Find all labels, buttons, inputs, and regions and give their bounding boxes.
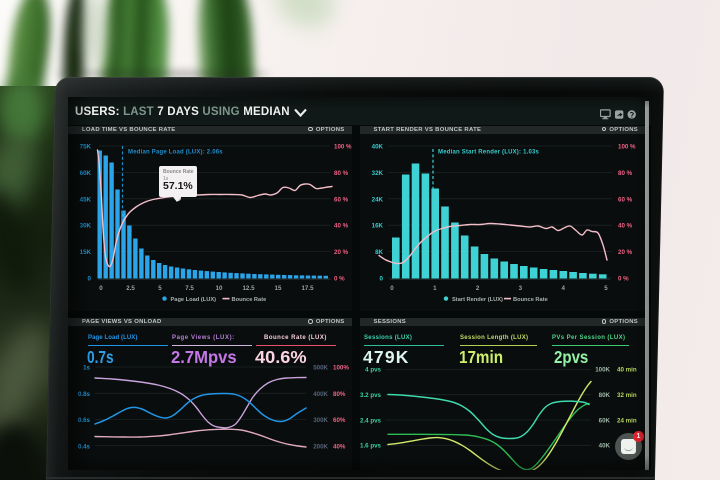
svg-text:4 pvs: 4 pvs xyxy=(365,367,381,374)
svg-text:75K: 75K xyxy=(80,144,92,151)
svg-text:40K: 40K xyxy=(599,443,611,450)
svg-text:15K: 15K xyxy=(80,249,92,256)
svg-text:4: 4 xyxy=(561,285,565,292)
svg-text:40K: 40K xyxy=(372,144,384,151)
svg-text:24 min: 24 min xyxy=(617,417,637,424)
svg-text:100%: 100% xyxy=(333,365,349,372)
svg-text:32K: 32K xyxy=(372,170,384,177)
svg-text:1.6 pvs: 1.6 pvs xyxy=(360,443,382,450)
svg-text:5: 5 xyxy=(604,285,608,292)
svg-text:Bounce Rate: Bounce Rate xyxy=(232,297,267,303)
svg-text:Page Load (LUX): Page Load (LUX) xyxy=(171,297,217,303)
svg-text:200K: 200K xyxy=(313,443,328,450)
svg-text:20 %: 20 % xyxy=(618,249,633,256)
svg-text:0: 0 xyxy=(99,285,103,292)
svg-text:0: 0 xyxy=(88,276,92,283)
svg-text:2.4 pvs: 2.4 pvs xyxy=(360,417,382,424)
svg-text:1: 1 xyxy=(433,285,437,292)
svg-text:10: 10 xyxy=(216,285,223,292)
svg-text:45K: 45K xyxy=(80,196,92,203)
svg-text:60K: 60K xyxy=(599,417,611,424)
svg-text:80 %: 80 % xyxy=(618,170,633,177)
svg-text:2: 2 xyxy=(476,285,480,292)
svg-text:60 %: 60 % xyxy=(618,196,633,203)
svg-text:12.5: 12.5 xyxy=(242,285,255,292)
svg-text:Start Render (LUX): Start Render (LUX) xyxy=(452,297,503,303)
svg-text:5: 5 xyxy=(158,285,162,292)
svg-text:24K: 24K xyxy=(372,196,384,203)
svg-text:60K: 60K xyxy=(80,170,92,177)
svg-text:400K: 400K xyxy=(313,391,328,398)
svg-text:1s: 1s xyxy=(83,365,90,372)
svg-text:16K: 16K xyxy=(372,223,384,230)
svg-text:60%: 60% xyxy=(333,417,346,424)
svg-text:80 %: 80 % xyxy=(334,170,349,177)
svg-text:100 %: 100 % xyxy=(618,144,636,151)
svg-text:30K: 30K xyxy=(80,223,92,230)
svg-text:7.5: 7.5 xyxy=(185,285,194,292)
svg-text:0.4s: 0.4s xyxy=(78,443,91,450)
svg-text:80K: 80K xyxy=(599,392,611,399)
svg-text:100 %: 100 % xyxy=(334,144,352,151)
svg-text:20 %: 20 % xyxy=(334,249,349,256)
svg-text:100K: 100K xyxy=(595,367,610,374)
svg-text:40 min: 40 min xyxy=(617,367,637,374)
svg-text:60 %: 60 % xyxy=(334,196,349,203)
svg-text:80%: 80% xyxy=(333,391,346,398)
svg-text:0 %: 0 % xyxy=(618,276,629,283)
svg-text:3.2 pvs: 3.2 pvs xyxy=(360,392,382,399)
svg-text:40%: 40% xyxy=(333,443,346,450)
svg-text:32 min: 32 min xyxy=(617,392,637,399)
svg-text:17.5: 17.5 xyxy=(301,285,314,292)
svg-text:500K: 500K xyxy=(313,365,328,372)
svg-text:Median Start Render (LUX): 1.0: Median Start Render (LUX): 1.03s xyxy=(438,150,540,156)
svg-text:3: 3 xyxy=(519,285,523,292)
svg-text:0.8s: 0.8s xyxy=(78,391,91,398)
svg-text:300K: 300K xyxy=(313,417,328,424)
svg-text:0: 0 xyxy=(380,276,384,283)
svg-text:Bounce Rate: Bounce Rate xyxy=(513,297,548,303)
svg-text:15: 15 xyxy=(275,285,282,292)
svg-text:40 %: 40 % xyxy=(334,223,349,230)
svg-text:40 %: 40 % xyxy=(618,223,633,230)
svg-text:Median Page Load (LUX): 2.06s: Median Page Load (LUX): 2.06s xyxy=(128,150,223,156)
svg-text:0: 0 xyxy=(390,285,394,292)
svg-text:2.5: 2.5 xyxy=(126,285,135,292)
svg-text:8K: 8K xyxy=(375,249,383,256)
svg-text:0 %: 0 % xyxy=(334,276,345,283)
svg-text:0.6s: 0.6s xyxy=(78,417,91,424)
